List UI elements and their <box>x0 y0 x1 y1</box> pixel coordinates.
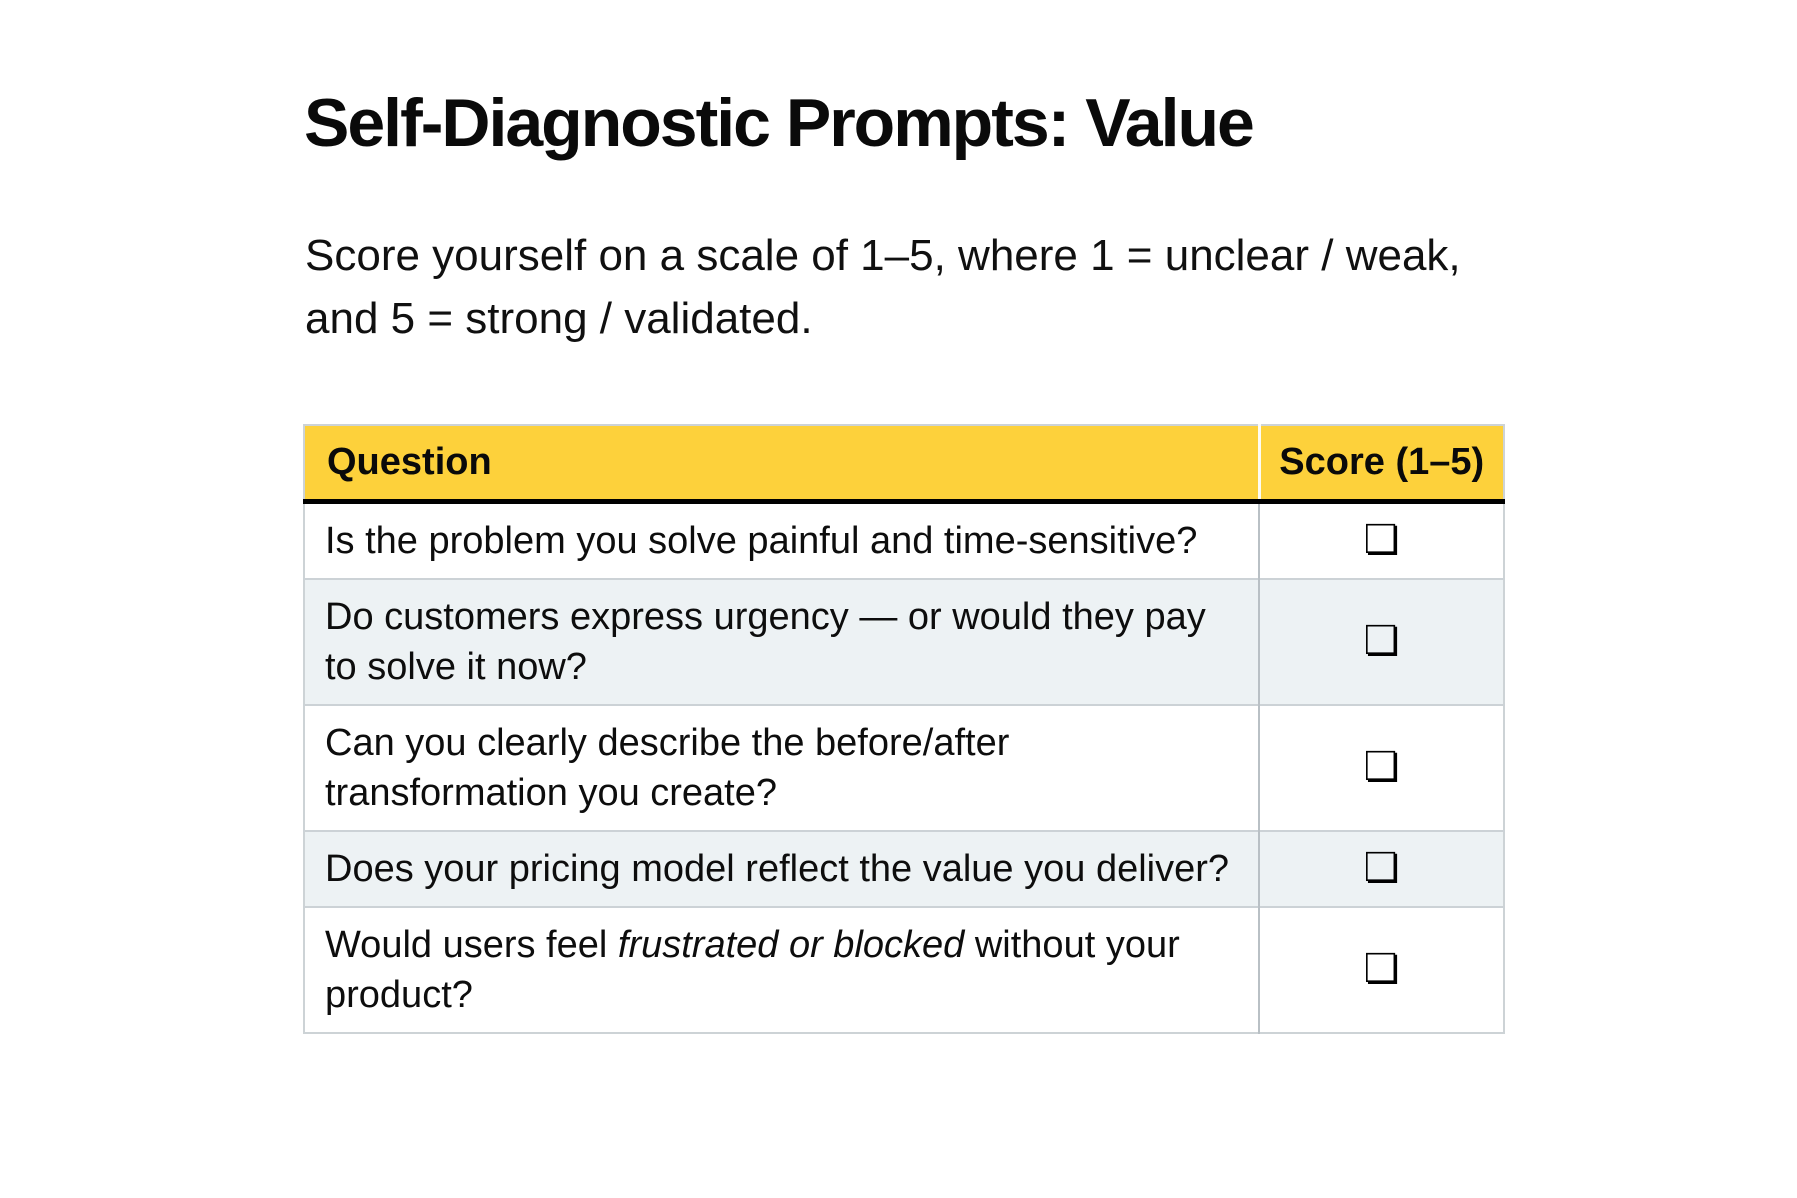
question-cell: Can you clearly describe the before/afte… <box>304 704 1259 831</box>
table-row: Does your pricing model reflect the valu… <box>304 830 1504 907</box>
diagnostic-table: Question Score (1–5) Is the problem you … <box>303 424 1505 1034</box>
score-cell: ❏ <box>1258 578 1504 705</box>
page-title: Self-Diagnostic Prompts: Value <box>304 85 1255 161</box>
subtitle-line-1: Score yourself on a scale of 1–5, where … <box>305 231 1461 280</box>
score-cell: ❏ <box>1258 906 1504 1033</box>
score-cell: ❏ <box>1258 501 1504 579</box>
question-cell: Does your pricing model reflect the valu… <box>304 830 1259 907</box>
checkbox-icon: ❏ <box>1363 517 1400 563</box>
question-cell: Is the problem you solve painful and tim… <box>304 501 1259 579</box>
checkbox-icon: ❏ <box>1363 618 1400 664</box>
checkbox-icon: ❏ <box>1363 946 1400 992</box>
table-row: Can you clearly describe the before/afte… <box>304 704 1504 831</box>
score-cell: ❏ <box>1258 830 1504 907</box>
table-row: Would users feel frustrated or blocked w… <box>304 906 1504 1033</box>
question-cell: Would users feel frustrated or blocked w… <box>304 906 1259 1033</box>
score-cell: ❏ <box>1258 704 1504 831</box>
subtitle-line-2: and 5 = strong / validated. <box>305 294 813 343</box>
question-text: Is the problem you solve painful and tim… <box>325 520 1198 562</box>
checkbox-icon: ❏ <box>1363 744 1400 790</box>
question-text-after: without your product? <box>325 924 1180 1016</box>
question-text: Do customers express urgency — or would … <box>325 596 1206 688</box>
question-text: Does your pricing model reflect the valu… <box>325 848 1230 890</box>
question-text: Can you clearly describe the before/afte… <box>325 722 1010 814</box>
page-subtitle: Score yourself on a scale of 1–5, where … <box>305 224 1461 350</box>
column-header-question: Question <box>304 425 1259 504</box>
column-header-score: Score (1–5) <box>1257 425 1504 504</box>
question-cell: Do customers express urgency — or would … <box>304 578 1259 705</box>
table-header-row: Question Score (1–5) <box>304 425 1504 504</box>
question-text: Would users feel <box>325 924 618 966</box>
checkbox-icon: ❏ <box>1363 845 1400 891</box>
table-row: Do customers express urgency — or would … <box>304 578 1504 705</box>
question-text-italic: frustrated or blocked <box>617 924 965 966</box>
table-row: Is the problem you solve painful and tim… <box>304 501 1504 579</box>
